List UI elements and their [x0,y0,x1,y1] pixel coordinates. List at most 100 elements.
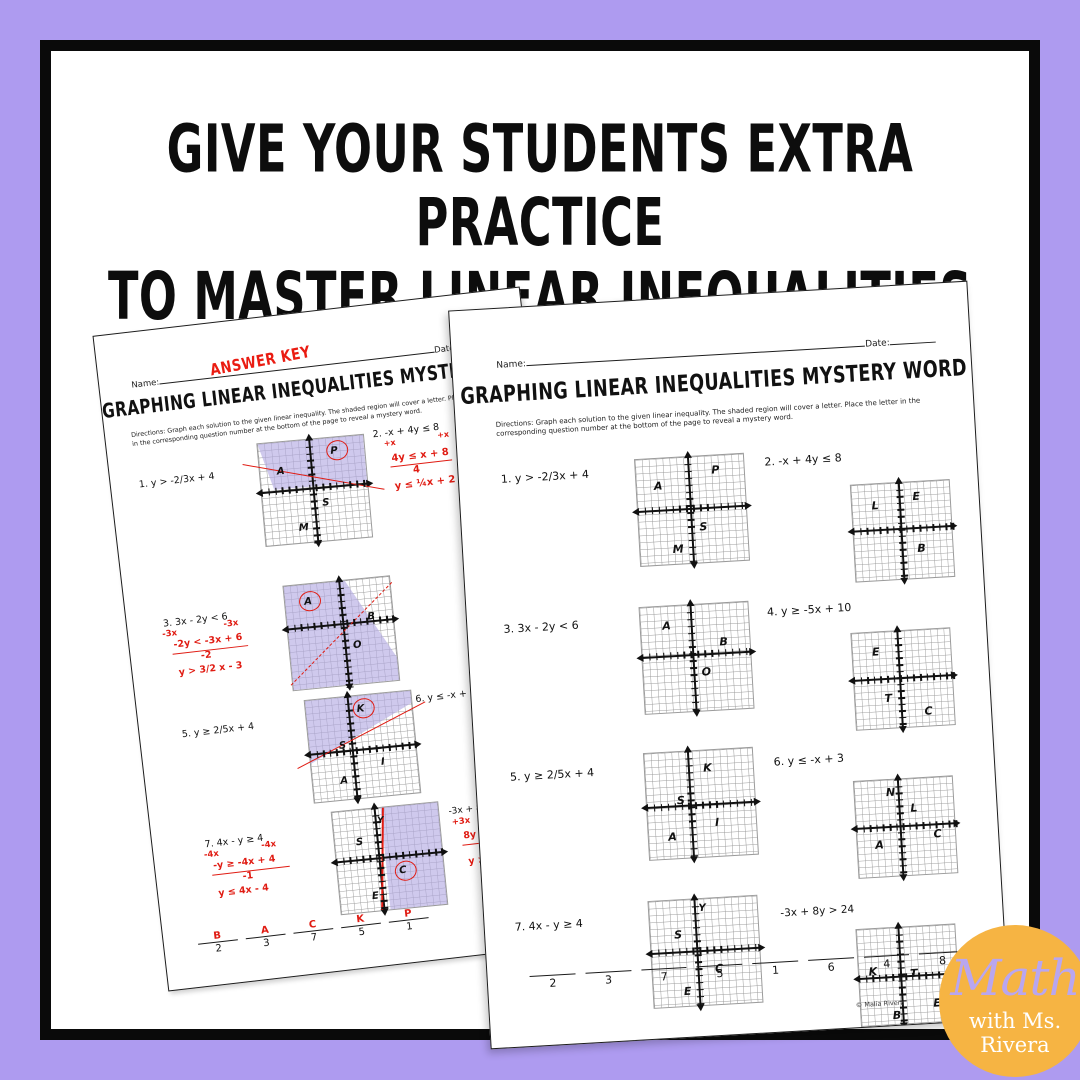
grid-3-front[interactable]: A B O [636,598,757,718]
y-axis-tick [693,933,701,936]
y-axis-tick [691,680,699,683]
x-axis-tick [867,676,870,684]
y-axis-tick [688,532,696,535]
y-axis-tick [696,988,704,991]
x-axis-tick [873,526,876,535]
grid-6-front[interactable]: N L C A [850,773,961,882]
x-axis-tick [754,944,757,952]
x-axis-tick [906,674,909,682]
blank-front-6[interactable]: 6 [807,957,855,975]
y-axis-tick [685,484,693,487]
x-axis-tick [649,653,652,661]
y-axis-tick [684,463,692,466]
grid-3-key[interactable]: A B O [281,574,401,692]
y-axis-tick [898,980,906,983]
grid-1-key[interactable]: A P S M [242,433,385,548]
y-axis-arrow-up-g8 [894,921,903,929]
blank-2-key[interactable]: A 3 [244,923,286,951]
y-axis-tick [897,690,905,693]
y-axis-tick [894,644,902,647]
x-axis-tick [708,800,711,808]
blank-number-front-5: 1 [771,963,780,978]
blank-4-key[interactable]: K 5 [340,912,382,940]
x-axis-tick [952,522,955,530]
x-axis-arrow-right-g5 [753,797,762,806]
y-axis-arrow-down-g4 [898,725,908,734]
y-axis-tick [313,527,321,530]
x-axis-tick [349,857,352,865]
grid-letter-g5-a: A [667,830,678,845]
blank-front-5[interactable]: 1 [752,960,799,979]
x-axis-tick [909,822,912,830]
work-7-numerator: -y ≥ -4x + 4 [212,853,277,872]
y-axis-tick [894,637,902,640]
blank-number-front-7: 4 [882,957,891,971]
grid-5-front[interactable]: K S I A [640,745,762,864]
x-axis-tick [880,675,883,683]
x-axis-tick [939,672,942,680]
grid-letter-g4-e: E [871,645,880,660]
grid-2-front[interactable]: L E B [847,476,958,585]
grid-7-front[interactable]: Y S C E [645,893,766,1012]
y-axis-tick [896,509,904,512]
blank-1-key[interactable]: B 2 [197,928,239,956]
blank-3-key[interactable]: C 7 [292,917,334,945]
y-axis-tick [895,489,903,492]
blank-number-front-3: 7 [660,970,669,984]
x-axis-tick [743,798,746,806]
x-axis-tick [681,802,684,810]
x-axis-tick [873,676,876,684]
y-axis-tick [688,813,696,816]
x-axis-tick [863,825,866,833]
date-blank-line-front[interactable] [889,341,936,346]
x-axis-tick [656,653,659,661]
y-axis-tick [898,851,906,854]
grid-5-key[interactable]: K S A I [297,689,426,805]
x-axis-tick [379,616,382,624]
x-axis-tick [385,615,389,623]
y-axis-tick [312,520,320,523]
blank-front-7[interactable]: 4 [863,954,911,972]
y-axis-tick [898,986,906,989]
y-axis-tick [689,840,697,843]
x-axis-tick [713,946,716,954]
y-axis-tick [692,701,700,704]
x-axis-tick [740,945,743,953]
x-axis-tick [381,744,385,752]
blank-number-front-4: 5 [716,966,724,981]
x-axis-tick [938,523,941,531]
y-axis-tick [896,502,904,505]
x-axis-tick [356,856,359,864]
y-axis-arrow-up-3 [334,574,344,583]
x-axis-tick [644,507,647,515]
x-axis-tick [915,821,918,830]
y-axis-arrow-up-g5 [683,745,693,753]
worksheet-front[interactable]: Name: Date: GRAPHING LINEAR INEQUALITIES… [448,280,1010,1050]
x-axis-tick [918,972,921,980]
blank-front-2[interactable]: 3 [585,970,632,988]
y-axis-tick [895,657,903,660]
blank-5-key[interactable]: P 1 [388,906,430,934]
work-2-result: y ≤ ¼x + 2 [394,474,457,493]
grid-7-key[interactable]: Y S C E [330,801,449,917]
problem-1-front: 1. y > -2/3x + 4 [500,467,590,486]
brand-logo[interactable]: Math with Ms. Rivera [939,925,1080,1077]
y-axis-tick [689,646,697,649]
x-axis-tick [859,527,862,535]
x-axis-tick [911,972,914,980]
x-axis-tick [922,821,925,829]
y-axis-tick [692,912,700,915]
y-axis-arrow-up-1 [304,433,314,442]
x-axis-tick [658,507,661,515]
x-axis-tick [685,948,688,956]
blank-front-1[interactable]: 2 [529,973,577,991]
x-axis-tick [662,652,665,661]
blank-front-4[interactable]: 5 [696,963,744,982]
y-axis-tick [687,511,695,514]
blank-number-front-2: 3 [604,973,613,987]
blank-front-3[interactable]: 7 [640,966,688,985]
grid-1-front[interactable]: A P S M [631,450,753,570]
y-axis-tick [687,799,695,802]
grid-4-front[interactable]: E T C [847,625,959,734]
